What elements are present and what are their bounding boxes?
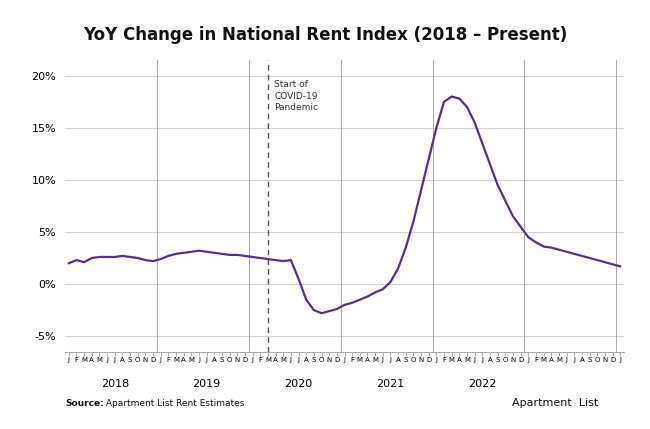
Text: Start of
COVID-19
Pandemic: Start of COVID-19 Pandemic [274,80,318,112]
Text: 2022: 2022 [468,380,497,390]
Text: 2020: 2020 [285,380,313,390]
Text: YoY Change in National Rent Index (2018 – Present): YoY Change in National Rent Index (2018 … [83,26,567,44]
Text: 2021: 2021 [376,380,404,390]
Text: Source:: Source: [65,399,104,408]
Text: 2018: 2018 [101,380,129,390]
Text: Apartment List Rent Estimates: Apartment List Rent Estimates [103,399,244,408]
Text: Apartment  List: Apartment List [512,398,598,408]
Text: 2019: 2019 [192,380,221,390]
